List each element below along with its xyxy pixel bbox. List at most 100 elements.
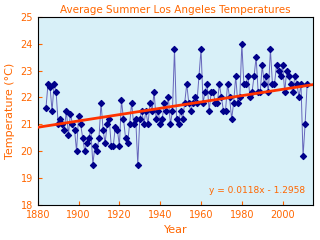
Point [123,136,128,140]
Point [194,101,199,105]
Point [252,74,257,78]
Point [94,149,100,153]
Point [296,96,301,99]
Point [45,82,51,86]
Point [70,122,75,126]
Point [253,55,259,59]
Point [168,122,173,126]
Point [203,90,208,94]
Point [129,101,134,105]
Point [149,109,155,113]
Point [125,141,130,145]
Point [192,96,197,99]
Point [102,141,108,145]
Point [117,144,122,148]
Point [299,82,304,86]
Point [176,122,181,126]
Point [288,82,293,86]
Point [227,96,232,99]
Point [207,109,212,113]
Point [276,69,281,72]
Point [250,90,255,94]
Point [247,96,252,99]
Point [290,90,295,94]
Point [47,85,52,89]
Point [204,82,210,86]
Point [278,74,283,78]
Point [105,122,110,126]
Point [262,82,267,86]
Point [229,117,234,121]
Point [92,144,98,148]
Point [131,122,136,126]
Point [221,109,226,113]
Point [241,82,246,86]
Point [294,82,300,86]
Point [223,109,228,113]
Point [154,117,159,121]
Point [201,101,206,105]
Point [256,90,261,94]
Point [62,128,67,132]
Point [158,122,163,126]
Point [74,149,79,153]
Point [235,101,240,105]
Point [260,63,265,67]
Point [135,162,140,166]
Point [44,106,49,110]
Point [196,74,202,78]
Point [64,109,69,113]
X-axis label: Year: Year [164,225,187,235]
Point [143,109,148,113]
Point [66,133,71,137]
Point [245,74,251,78]
Point [268,47,273,51]
Point [172,47,177,51]
Point [72,128,77,132]
Point [182,101,187,105]
Text: y = 0.0118x - 1.2958: y = 0.0118x - 1.2958 [209,186,305,195]
Point [152,90,157,94]
Point [211,90,216,94]
Point [86,136,91,140]
Point [76,114,81,118]
Point [119,98,124,102]
Point [90,162,95,166]
Point [188,109,193,113]
Point [284,69,289,72]
Point [100,128,106,132]
Point [99,101,104,105]
Point [156,109,161,113]
Point [190,101,196,105]
Point [139,109,144,113]
Point [109,144,114,148]
Point [113,125,118,129]
Point [264,74,269,78]
Point [148,101,153,105]
Y-axis label: Temperature (°C): Temperature (°C) [5,63,15,159]
Point [111,144,116,148]
Point [82,149,87,153]
Point [145,122,150,126]
Point [258,90,263,94]
Point [237,96,242,99]
Point [180,117,185,121]
Point [282,90,287,94]
Point [68,112,73,115]
Point [84,141,89,145]
Point [174,117,179,121]
Point [166,96,171,99]
Point [270,82,275,86]
Point [198,47,204,51]
Point [219,96,224,99]
Point [115,128,120,132]
Point [80,136,85,140]
Point [217,82,222,86]
Point [292,74,298,78]
Point [53,90,59,94]
Point [121,117,126,121]
Point [305,82,310,86]
Point [280,63,285,67]
Point [141,122,147,126]
Point [88,128,93,132]
